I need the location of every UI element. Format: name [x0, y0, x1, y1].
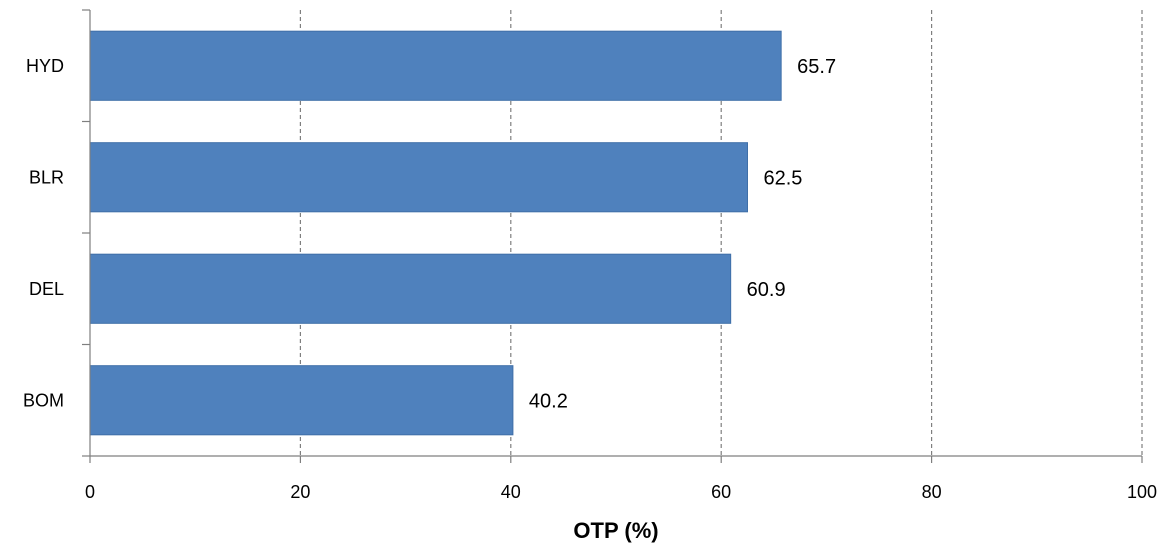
- x-tick-label-80: 80: [922, 482, 942, 502]
- bar-bom: [89, 365, 514, 436]
- data-label-hyd: 65.7: [797, 56, 836, 78]
- category-label-blr: BLR: [29, 167, 64, 187]
- data-label-del: 60.9: [747, 279, 786, 301]
- label-layer: 40.2 BOM 60.9 DEL 62.5 BLR 65.7 HYD 0 20 40 60 80 100: [23, 56, 1157, 502]
- bar-hyd: [89, 30, 782, 101]
- category-label-del: DEL: [29, 279, 64, 299]
- bar-del: [89, 253, 732, 324]
- category-label-hyd: HYD: [26, 56, 64, 76]
- axis-layer: [82, 9, 1143, 463]
- data-label-bom: 40.2: [529, 390, 568, 412]
- x-tick-label-20: 20: [290, 482, 310, 502]
- x-axis-title: OTP (%): [573, 518, 658, 543]
- x-tick-label-100: 100: [1127, 482, 1157, 502]
- x-tick-label-60: 60: [711, 482, 731, 502]
- x-tick-label-40: 40: [501, 482, 521, 502]
- category-label-bom: BOM: [23, 390, 64, 410]
- bar-layer: [89, 30, 782, 436]
- data-label-blr: 62.5: [764, 167, 803, 189]
- x-tick-label-0: 0: [85, 482, 95, 502]
- bar-blr: [89, 142, 748, 213]
